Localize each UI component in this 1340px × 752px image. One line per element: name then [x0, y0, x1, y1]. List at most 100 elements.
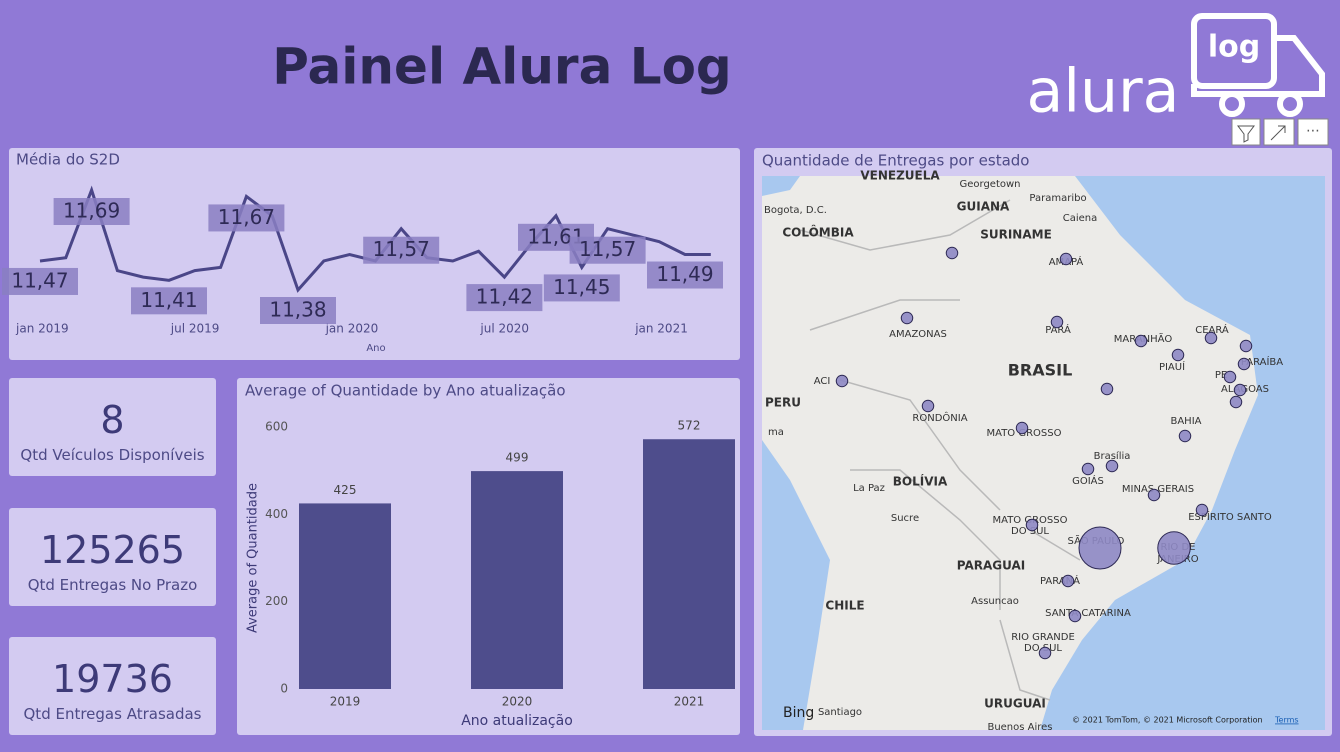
data-label-box	[569, 236, 646, 264]
data-label-box	[53, 198, 130, 225]
bubble	[1100, 382, 1114, 396]
map-label: RIO GRANDE	[1011, 632, 1075, 643]
data-label-box	[131, 287, 207, 315]
map-label: SURINAME	[980, 228, 1052, 242]
data-label: 11,42	[476, 285, 533, 309]
map-label: Brasília	[1094, 450, 1131, 462]
kpi-card: 19736 Qtd Entregas Atrasadas	[9, 637, 216, 735]
data-label-box	[363, 236, 440, 264]
bubble	[1081, 462, 1095, 476]
map-label: PE	[1215, 370, 1227, 381]
y-tick-label: 200	[265, 594, 288, 608]
bubble	[1178, 429, 1192, 443]
kpi-value: 8	[100, 398, 125, 442]
x-tick-label: 2020	[502, 695, 533, 709]
data-label: 11,45	[553, 275, 610, 299]
bubble	[1134, 334, 1148, 348]
data-label-box	[466, 284, 543, 312]
bubble	[1233, 383, 1247, 397]
data-label: 425	[334, 483, 357, 497]
map-label: URUGUAI	[984, 697, 1046, 711]
x-tick-label: 2021	[674, 695, 705, 709]
data-label: 11,38	[269, 298, 326, 322]
bubble	[1204, 331, 1218, 345]
bubble	[1068, 609, 1082, 623]
chart-title: Média do S2D	[16, 151, 120, 169]
data-label: 11,49	[656, 262, 713, 286]
bubble	[1195, 503, 1209, 517]
map-label: Assuncao	[971, 596, 1019, 607]
map-ocean	[762, 440, 830, 730]
kpi-label: Qtd Entregas No Prazo	[27, 576, 198, 594]
y-tick-label: 600	[265, 420, 288, 434]
data-label-box	[543, 274, 620, 302]
bubble	[1050, 315, 1064, 329]
data-label: 11,69	[63, 199, 120, 223]
map-label: Bogota, D.C.	[764, 205, 827, 216]
bubble	[1229, 395, 1243, 409]
kpi-label: Qtd Veículos Disponíveis	[20, 446, 205, 464]
bubble	[1025, 518, 1039, 532]
page-title: Painel Alura Log	[272, 38, 731, 96]
x-tick-label: jan 2019	[15, 322, 69, 336]
map-copyright: © 2021 TomTom, © 2021 Microsoft Corporat…	[1072, 716, 1263, 725]
map-label: Paramaribo	[1029, 193, 1086, 204]
kpi-value: 19736	[52, 657, 173, 701]
map-label: BRASIL	[1008, 361, 1073, 380]
map-label: ACI	[814, 376, 831, 387]
map-label: PIAUÍ	[1159, 360, 1185, 373]
map-label: PERU	[765, 396, 801, 410]
bubble	[1157, 531, 1191, 565]
bubble	[1171, 348, 1185, 362]
map-title: Quantidade de Entregas por estado	[762, 152, 1030, 170]
bubble	[1059, 252, 1073, 266]
bubble	[921, 399, 935, 413]
bubble	[1105, 459, 1119, 473]
data-label-box	[208, 204, 285, 232]
y-axis-label: Average of Quantidade	[246, 483, 261, 633]
x-tick-label: jul 2020	[479, 322, 529, 336]
map-borders	[799, 199, 1081, 701]
visual-toolbar[interactable]: ⋯	[1231, 118, 1329, 146]
map-label: PARÁ	[1045, 323, 1071, 336]
map-terms[interactable]: Terms	[1274, 716, 1299, 725]
data-label: 11,67	[218, 205, 275, 229]
map-label: CHILE	[825, 599, 864, 613]
chart-title: Average of Quantidade by Ano atualização	[245, 382, 566, 400]
data-label-box	[260, 297, 336, 324]
data-label-box	[2, 267, 78, 295]
x-axis-label: Ano atualização	[461, 713, 573, 729]
bubble	[835, 374, 849, 388]
map-label: GUIANA	[957, 200, 1010, 214]
bubble	[945, 246, 959, 260]
map-label: Caiena	[1063, 213, 1098, 224]
logo-text: alura	[1027, 57, 1180, 127]
map-label: SANTA CATARINA	[1045, 608, 1131, 619]
data-label: 11,41	[140, 288, 197, 312]
map-label: Georgetown	[959, 179, 1020, 190]
map-label: Santiago	[818, 707, 862, 718]
logo-badge: log	[1208, 30, 1260, 65]
kpi-card: 125265 Qtd Entregas No Prazo	[9, 508, 216, 606]
bar	[299, 503, 391, 689]
data-label-box	[647, 261, 723, 289]
map-label: MINAS GERAIS	[1122, 484, 1194, 495]
bubble	[1015, 421, 1029, 435]
data-label: 499	[506, 451, 529, 465]
map-label: PARAÍBA	[1241, 355, 1283, 368]
data-label: 11,47	[11, 268, 68, 292]
map-label: CEARÁ	[1195, 323, 1229, 336]
map-label: La Paz	[853, 483, 885, 494]
x-tick-label: jan 2020	[325, 322, 379, 336]
map-label: Buenos Aires	[987, 722, 1052, 733]
map-label: ma	[768, 427, 784, 438]
y-tick-label: 0	[280, 682, 288, 696]
map-ocean	[1040, 176, 1325, 730]
map-label: AMAZONAS	[889, 329, 947, 340]
bubble	[1237, 357, 1251, 371]
map-brand: Bing	[783, 705, 814, 721]
map-label: VENEZUELA	[860, 169, 940, 183]
logo-truck	[1191, 13, 1325, 117]
kpi-card: 8 Qtd Veículos Disponíveis	[9, 378, 216, 476]
